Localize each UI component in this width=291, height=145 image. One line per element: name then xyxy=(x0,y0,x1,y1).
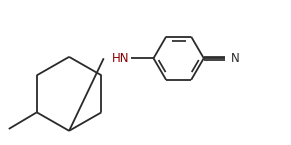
Text: HN: HN xyxy=(112,52,130,65)
Text: N: N xyxy=(231,52,240,65)
